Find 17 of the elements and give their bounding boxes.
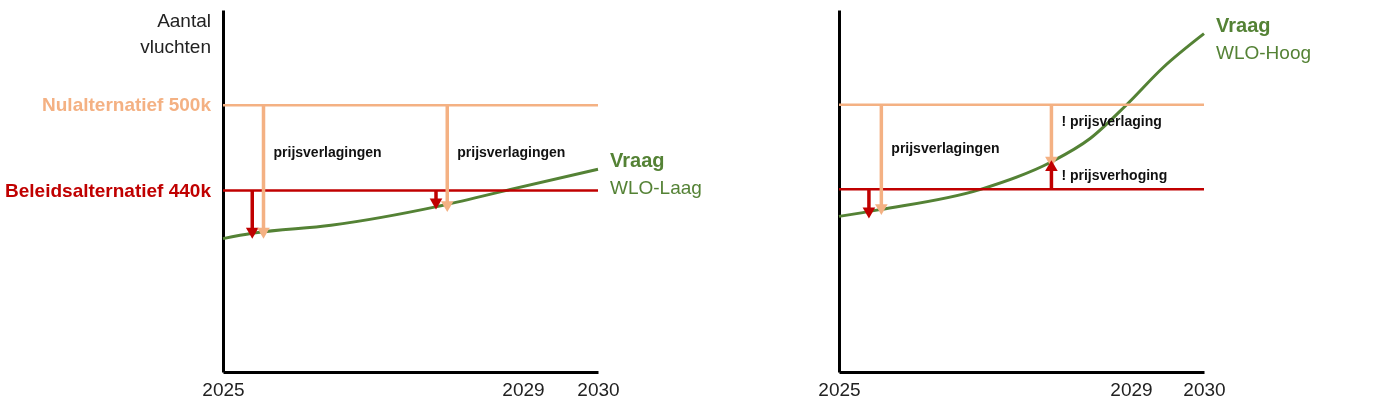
x-tick-label: 2029 xyxy=(1110,378,1153,400)
x-tick-label: 2030 xyxy=(1183,378,1226,400)
annotation: ! prijsverhoging xyxy=(1061,166,1168,183)
ref-line-label: Nulalternatief 500k xyxy=(42,94,212,116)
series-label: Vraag xyxy=(1216,13,1271,36)
x-tick-label: 2029 xyxy=(502,378,545,400)
x-tick-label: 2025 xyxy=(818,378,861,400)
x-tick-label: 2025 xyxy=(202,378,245,400)
annotation: prijsverlagingen xyxy=(457,144,566,161)
text: WLO-Laag xyxy=(610,177,702,199)
text: WLO-Hoog xyxy=(1216,41,1312,63)
y-axis-title: Aantal vluchten xyxy=(140,10,211,57)
ref-line-label: Beleidsalternatief 440k xyxy=(5,179,212,201)
series-label: Vraag xyxy=(610,149,665,172)
annotation: prijsverlagingen xyxy=(273,144,382,161)
annotation: prijsverlagingen xyxy=(891,139,1000,156)
x-tick-label: 2030 xyxy=(577,378,620,400)
